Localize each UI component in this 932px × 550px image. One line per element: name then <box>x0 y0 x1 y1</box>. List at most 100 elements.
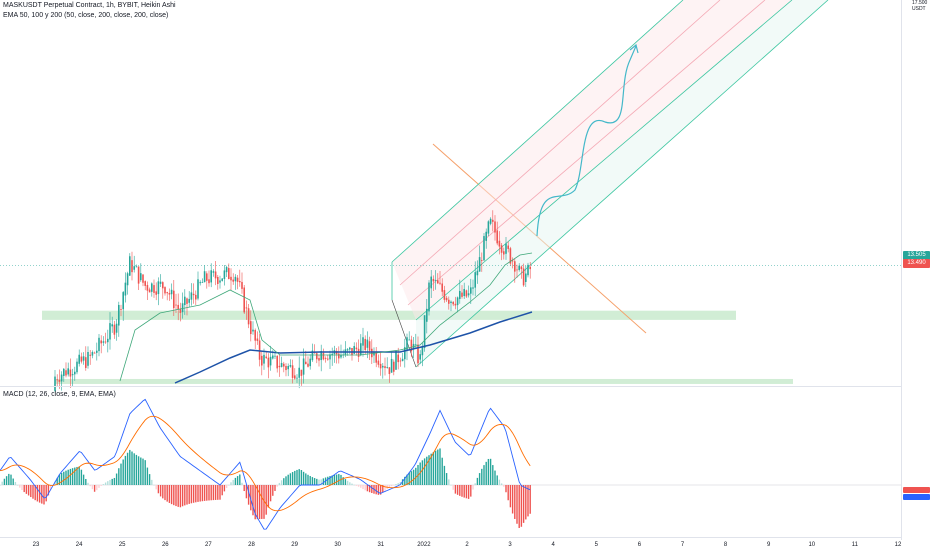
macd-histogram-bar <box>459 485 461 496</box>
candle-body <box>485 231 487 241</box>
macd-histogram-bar <box>335 474 338 485</box>
macd-histogram-bar <box>346 480 349 485</box>
macd-histogram-bar <box>173 485 175 506</box>
candle-body <box>463 288 465 297</box>
macd-histogram-bar <box>0 485 1 486</box>
time-tick-label: 4 <box>552 542 556 548</box>
candle-body <box>340 354 342 358</box>
candle-body <box>318 358 320 361</box>
macd-histogram-bar <box>98 485 100 488</box>
candle-body <box>71 374 74 376</box>
candle-body <box>263 354 265 364</box>
macd-histogram-bar <box>492 465 494 485</box>
candle-body <box>366 339 369 348</box>
candle-body <box>206 273 208 281</box>
macd-histogram-bar <box>74 467 76 485</box>
macd-histogram-bar <box>201 485 204 502</box>
macd-histogram-bar <box>8 473 10 485</box>
macd-histogram-bar <box>80 469 83 485</box>
macd-histogram-bar <box>463 485 465 498</box>
macd-histogram-bar <box>432 452 435 485</box>
macd-histogram-bar <box>313 478 316 485</box>
macd-histogram-bar <box>254 485 256 520</box>
macd-histogram-bar <box>437 449 439 485</box>
candle-body <box>175 304 177 306</box>
macd-histogram-bar <box>111 478 113 485</box>
macd-histogram-bar <box>219 485 221 500</box>
macd-histogram-bar <box>289 473 292 485</box>
candle-body <box>65 370 67 376</box>
candle-body <box>197 279 199 299</box>
macd-histogram-bar <box>65 470 67 485</box>
price-axis[interactable] <box>901 0 932 540</box>
candle-body <box>439 282 441 284</box>
candle-body <box>377 360 380 365</box>
macd-histogram-bar <box>133 453 135 485</box>
macd-histogram-bar <box>184 485 186 506</box>
candle-body <box>525 273 527 282</box>
macd-histogram-bar <box>509 485 512 508</box>
candle-body <box>252 329 254 332</box>
macd-histogram-bar <box>276 485 278 487</box>
macd-histogram-bar <box>146 467 149 485</box>
candle-body <box>93 352 96 354</box>
candle-body <box>159 281 162 284</box>
macd-histogram-bar <box>208 485 210 501</box>
candle-body <box>87 351 89 366</box>
macd-histogram-bar <box>529 485 531 514</box>
macd-histogram-bar <box>137 456 140 485</box>
time-axis[interactable] <box>0 537 902 550</box>
macd-histogram-bar <box>489 458 492 485</box>
candle-body <box>166 292 168 294</box>
macd-histogram-bar <box>375 485 377 495</box>
macd-histogram-bar <box>500 483 503 485</box>
candle-body <box>223 270 226 279</box>
candle-body <box>454 303 457 306</box>
macd-histogram-bar <box>368 485 371 493</box>
candle-body <box>184 296 186 306</box>
macd-histogram-bar <box>476 477 479 485</box>
macd-histogram-bar <box>320 479 322 485</box>
candle-body <box>423 315 426 348</box>
candle-body <box>331 353 333 356</box>
macd-histogram-bar <box>357 485 360 487</box>
macd-histogram-bar <box>263 485 265 519</box>
pane-separator[interactable] <box>0 386 902 387</box>
candle-body <box>291 365 294 378</box>
candle-body <box>360 343 362 356</box>
macd-histogram-bar <box>100 485 102 486</box>
candle-body <box>289 365 292 367</box>
macd-histogram-bar <box>212 485 215 501</box>
last-price-tag: 13.505 <box>903 251 930 260</box>
macd-histogram-bar <box>421 460 424 485</box>
candle-body <box>461 292 463 297</box>
macd-histogram-bar <box>159 485 162 497</box>
candle-body <box>410 339 413 352</box>
macd-histogram-bar <box>322 478 325 485</box>
macd-histogram-bar <box>518 485 520 528</box>
candle-body <box>450 301 452 303</box>
candle-body <box>254 330 256 341</box>
candle-body <box>428 282 430 312</box>
time-tick-label: 24 <box>76 542 83 548</box>
macd-histogram-bar <box>362 485 364 490</box>
candle-body <box>322 352 325 360</box>
candle-body <box>96 350 98 353</box>
candle-body <box>164 287 166 294</box>
candle-body <box>113 324 116 335</box>
macd-histogram-bar <box>390 485 393 487</box>
candle-body <box>459 290 461 299</box>
candle-body <box>124 282 127 296</box>
candle-body <box>208 279 210 284</box>
macd-signal-tag <box>903 487 930 493</box>
candle-body <box>395 350 397 370</box>
candle-body <box>232 279 234 282</box>
candle-body <box>421 346 424 356</box>
macd-histogram-bar <box>481 468 483 485</box>
candle-body <box>302 358 305 375</box>
macd-histogram-bar <box>41 485 43 504</box>
candle-body <box>434 280 437 281</box>
macd-histogram-bar <box>93 485 96 492</box>
